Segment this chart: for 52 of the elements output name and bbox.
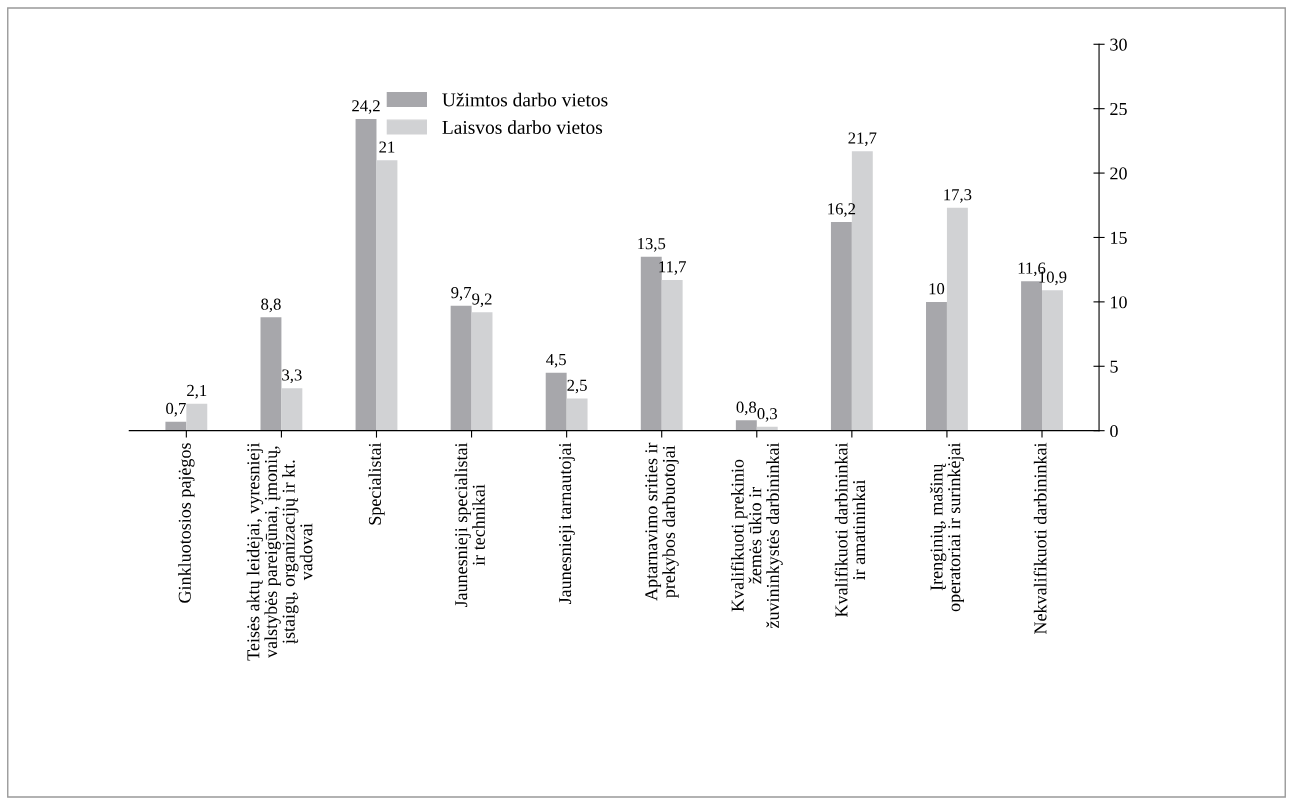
data-label: 9,2: [472, 293, 492, 308]
data-label: 17,3: [944, 189, 972, 203]
x-tick-label: Nekvalifikuoti darbininkai: [1033, 442, 1047, 634]
bar: [471, 312, 493, 431]
data-label: 10: [929, 283, 945, 295]
y-tick-label: 10: [1111, 296, 1127, 309]
bar: [661, 279, 683, 431]
data-label: 11,7: [659, 261, 686, 275]
x-tick-label: Kvalifikuoti prekinio žemės ūkio ir žuvininkystės darbininkai: [730, 442, 783, 629]
x-tick-label: Jaunesnieji tarnautojai: [559, 442, 575, 605]
data-label: 13,5: [638, 238, 666, 252]
y-tick-label: 0: [1110, 424, 1118, 438]
bar: [376, 160, 398, 431]
data-label: 9,7: [451, 286, 472, 301]
bar: [926, 301, 947, 431]
data-label: 3,3: [282, 369, 302, 384]
data-label: 2,1: [187, 384, 207, 399]
data-label: 21: [379, 141, 395, 153]
x-tick-label: Teisės aktų leidėjai, vyresnieji valstybės pareigūnai, įmonių, įstaigų, organizacijų ir kt. vadovai: [246, 442, 313, 661]
data-label: 0,8: [736, 401, 757, 416]
data-label: 21,7: [848, 132, 877, 147]
bar: [545, 372, 567, 431]
data-label: 8,8: [261, 298, 281, 313]
data-label: 0,7: [166, 402, 186, 417]
y-tick-label: 20: [1110, 167, 1127, 180]
x-tick-label: Aptarnavimo srities ir prekybos darbuotojai: [645, 442, 679, 601]
data-label: 4,5: [546, 354, 566, 368]
bar: [1042, 290, 1063, 431]
x-tick-label: Specialistai: [368, 442, 385, 525]
bar: [735, 420, 757, 431]
x-tick-label: Įrenginių, mašinų operatoriai ir surinkėjai: [929, 442, 964, 612]
x-tick-label: Jaunesnieji specialistai ir technikai: [454, 442, 485, 608]
legend-label: Laisvos darbo vietos: [442, 120, 603, 134]
y-tick-label: 25: [1110, 102, 1127, 116]
bar: [186, 403, 208, 431]
bar: [566, 398, 588, 431]
bar: [355, 118, 377, 431]
bar: [450, 305, 472, 431]
bar: [946, 207, 968, 431]
y-tick-label: 30: [1110, 38, 1127, 51]
data-label: 16,2: [828, 203, 856, 217]
bar: [260, 317, 282, 431]
y-tick-label: 5: [1110, 360, 1118, 373]
data-label: 2,5: [567, 379, 587, 394]
x-tick-label: Kvalifikuoti darbininkai ir amatininkai: [834, 442, 866, 617]
x-tick-label: Ginkluotosios pajėgos: [178, 443, 195, 603]
data-label: 0,3: [757, 408, 778, 422]
y-tick-label: 15: [1111, 231, 1127, 244]
legend-label: Užimtos darbo vietos: [442, 92, 608, 107]
bar: [281, 388, 303, 431]
bar: [830, 222, 852, 431]
data-label: 24,2: [352, 100, 380, 114]
